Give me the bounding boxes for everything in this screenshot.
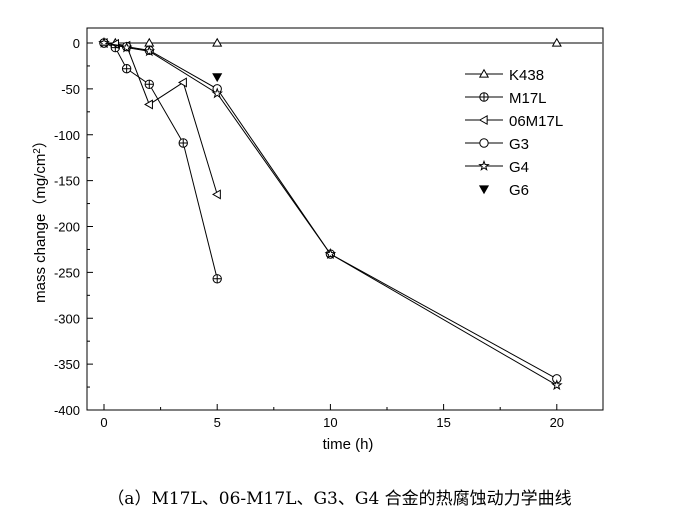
y-tick-label: 0: [73, 36, 80, 51]
data-point: [551, 379, 563, 391]
data-point-cross: [145, 80, 154, 89]
series-06m17l: [98, 37, 221, 200]
y-tick-label: -200: [54, 220, 80, 235]
y-axis-label: mass change（mg/cm2）: [32, 133, 50, 303]
legend-marker: [478, 159, 490, 171]
data-point: [143, 45, 156, 57]
x-tick-label: 0: [100, 415, 107, 430]
legend-entry: G4: [465, 159, 529, 176]
y-tick-label: -300: [54, 311, 80, 326]
data-point: [178, 138, 188, 148]
x-tick-label: 5: [214, 415, 221, 430]
y-tick-label: -250: [54, 265, 80, 280]
y-tick-label: -150: [54, 174, 80, 189]
data-point: [98, 36, 110, 48]
data-point: [120, 41, 133, 53]
data-point: [144, 37, 155, 47]
legend-entry: M17L: [465, 90, 547, 107]
legend-label: G3: [509, 136, 529, 153]
y-tick-label: -350: [54, 357, 80, 372]
y-axis-label-main: mass change（mg/cm: [32, 154, 49, 303]
data-point-cross: [122, 64, 131, 73]
data-point: [178, 77, 187, 88]
mass-change-chart: 0 5 10 15 20 0 -50 -100 -150 -200 -250 -300 -350 -400…: [32, 27, 604, 453]
legend-label: K438: [509, 67, 544, 84]
y-tick-label: -50: [61, 82, 80, 97]
legend-marker: [479, 92, 489, 102]
legend-entry: 06M17L: [465, 113, 563, 130]
x-tick-label: 10: [323, 415, 337, 430]
legend-marker: [478, 185, 490, 195]
plot-frame: [86, 27, 604, 411]
legend-marker: [478, 68, 490, 78]
legend-entry: K438: [465, 67, 544, 84]
axes: 0 5 10 15 20 0 -50 -100 -150 -200 -250 -300 -350 -400: [54, 36, 564, 430]
series-g6: [212, 73, 223, 83]
legend-marker: [478, 114, 488, 126]
data-point-cross: [213, 274, 222, 283]
legend-entry: G6: [478, 182, 529, 199]
data-point: [324, 247, 337, 259]
legend-label: 06M17L: [509, 113, 563, 130]
y-tick-label: -400: [54, 403, 80, 418]
legend-entry: G3: [465, 136, 529, 153]
legend-label: G6: [509, 182, 529, 199]
x-axis-label: time (h): [323, 436, 374, 453]
series-line: [103, 42, 218, 195]
legend-marker: [479, 138, 489, 148]
legend-label: G4: [509, 159, 529, 176]
series-layer: [98, 36, 603, 391]
series-k438: [104, 37, 603, 47]
data-point: [212, 274, 222, 284]
data-point: [121, 63, 132, 74]
series-line: [103, 42, 558, 386]
y-axis-label-end: ）: [32, 133, 49, 148]
legend-label: M17L: [509, 90, 547, 107]
x-tick-label: 20: [550, 415, 564, 430]
series-m17l: [99, 38, 222, 284]
data-point: [211, 189, 221, 200]
data-point: [144, 79, 154, 89]
data-point: [211, 87, 223, 99]
legend-marker-cross: [479, 92, 489, 102]
data-point-cross: [179, 138, 188, 148]
data-point: [144, 99, 153, 110]
legend: K438 M17L 06M17L G3 G4 G6: [465, 67, 563, 199]
x-tick-label: 15: [436, 415, 450, 430]
series-line: [103, 42, 218, 279]
y-tick-label: -100: [54, 128, 80, 143]
data-point: [212, 73, 223, 83]
y-axis-label-sup: 2: [32, 148, 43, 154]
series-g4: [98, 36, 563, 391]
data-point: [551, 37, 562, 47]
figure-caption: （a）M17L、06-M17L、G3、G4 合金的热腐蚀动力学曲线: [107, 489, 572, 509]
data-point: [212, 37, 223, 47]
series-g3: [99, 38, 562, 384]
series-line: [103, 42, 558, 380]
